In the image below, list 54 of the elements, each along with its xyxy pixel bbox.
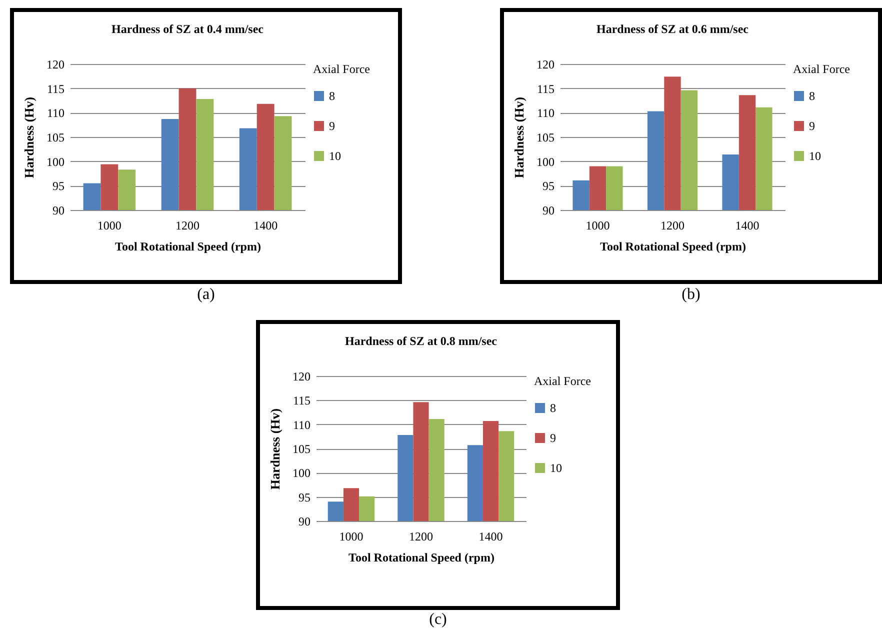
legend-title: Axial Force xyxy=(313,62,370,76)
chart-title: Hardness of SZ at 0.4 mm/sec xyxy=(112,22,264,36)
legend-label: 10 xyxy=(550,461,562,475)
x-tick-label: 1000 xyxy=(339,530,364,544)
x-axis-title: Tool Rotational Speed (rpm) xyxy=(115,240,261,254)
y-axis-title: Hardness (Hv) xyxy=(512,96,526,178)
chart-title: Hardness of SZ at 0.8 mm/sec xyxy=(345,334,498,348)
legend-label: 10 xyxy=(329,149,341,163)
y-tick-label: 115 xyxy=(536,82,554,96)
y-tick-label: 110 xyxy=(292,418,310,432)
legend-title: Axial Force xyxy=(534,374,591,388)
y-axis-title: Hardness (Hv) xyxy=(22,96,36,178)
legend-label: 9 xyxy=(329,119,335,133)
y-tick-label: 110 xyxy=(46,106,64,120)
x-axis-title: Tool Rotational Speed (rpm) xyxy=(348,550,494,564)
y-tick-label: 100 xyxy=(536,154,554,169)
y-tick-label: 95 xyxy=(298,490,310,504)
x-tick-label: 1000 xyxy=(586,218,610,232)
y-tick-label: 110 xyxy=(536,106,554,120)
legend-label: 10 xyxy=(809,149,821,163)
x-tick-label: 1400 xyxy=(735,218,760,232)
y-tick-label: 100 xyxy=(46,154,64,169)
x-tick-label: 1400 xyxy=(478,530,503,544)
y-tick-label: 105 xyxy=(46,130,64,144)
y-tick-label: 120 xyxy=(292,370,310,384)
y-tick-label: 105 xyxy=(292,442,310,456)
x-tick-label: 1200 xyxy=(660,218,684,232)
legend-label: 9 xyxy=(550,431,556,445)
legend-label: 8 xyxy=(809,89,815,103)
y-tick-label: 95 xyxy=(52,179,64,194)
text: (c) xyxy=(428,611,448,629)
x-tick-label: 1200 xyxy=(409,530,433,544)
y-tick-label: 100 xyxy=(292,466,310,480)
y-tick-label: 90 xyxy=(542,204,554,218)
y-tick-label: 90 xyxy=(52,204,64,218)
y-tick-label: 90 xyxy=(298,514,310,528)
x-tick-label: 1200 xyxy=(176,218,200,232)
y-tick-label: 120 xyxy=(46,58,64,72)
legend-label: 8 xyxy=(550,401,556,415)
legend-title: Axial Force xyxy=(793,62,850,76)
x-tick-label: 1000 xyxy=(97,218,122,232)
y-axis-title: Hardness (Hv) xyxy=(268,408,282,490)
x-axis-title: Tool Rotational Speed (rpm) xyxy=(600,240,746,254)
y-tick-label: 115 xyxy=(46,82,64,96)
legend-label: 8 xyxy=(329,89,335,103)
x-tick-label: 1400 xyxy=(254,218,278,232)
y-tick-label: 115 xyxy=(292,394,310,408)
legend-label: 9 xyxy=(809,119,815,133)
y-tick-label: 105 xyxy=(536,130,554,144)
text: (b) xyxy=(680,286,702,304)
y-tick-label: 120 xyxy=(536,58,554,72)
chart-title: Hardness of SZ at 0.6 mm/sec xyxy=(596,22,750,36)
y-tick-label: 95 xyxy=(542,179,554,194)
text: (a) xyxy=(196,286,216,304)
